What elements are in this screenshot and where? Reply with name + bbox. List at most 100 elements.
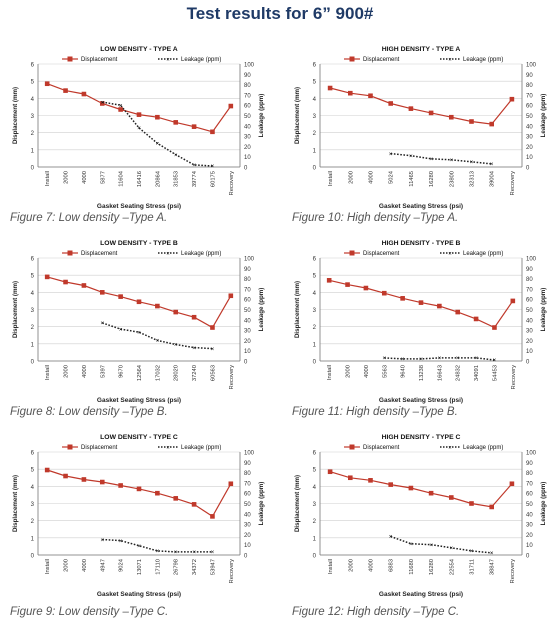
legend-displacement-marker: [349, 56, 355, 62]
y-tick-label: 3: [313, 502, 317, 508]
y-tick-label: 2: [31, 325, 35, 331]
data-point-displacement: [469, 119, 474, 124]
legend-displacement-marker: [67, 444, 73, 450]
chart-title: HIGH DENSITY - TYPE A: [382, 46, 461, 53]
y2-tick-label: 80: [244, 83, 251, 89]
data-point-displacement: [428, 110, 434, 116]
x-axis-title: Gasket Seating Stress (psi): [97, 203, 181, 210]
legend-leakage-label: Leakage (ppm): [181, 445, 221, 451]
x-tick-label: 12564: [137, 364, 143, 381]
y-tick-label: 6: [313, 63, 317, 69]
y-tick-label: 1: [31, 342, 35, 348]
data-point-displacement: [191, 502, 197, 507]
y-tick-label: 6: [31, 451, 35, 457]
x-tick-label: 17110: [155, 559, 161, 575]
data-point-displacement: [191, 124, 197, 129]
y-tick-label: 2: [313, 131, 317, 137]
y2-tick-label: 0: [244, 554, 248, 560]
y-tick-label: 0: [31, 554, 35, 560]
y-tick-label: 3: [313, 308, 317, 314]
data-point-displacement: [99, 290, 105, 295]
data-point-leakage: ×: [490, 161, 494, 168]
data-point-leakage: ×: [155, 141, 159, 148]
data-point-leakage: ×: [493, 357, 497, 364]
x-tick-label: Install: [327, 365, 333, 380]
x-tick-label: 5563: [382, 365, 388, 378]
y2-axis-title: Leakage (ppm): [540, 94, 547, 138]
data-point-displacement: [489, 121, 494, 127]
data-point-displacement: [81, 477, 87, 482]
x-axis-title: Gasket Seating Stress (psi): [97, 591, 181, 598]
data-point-leakage: ×: [409, 541, 413, 548]
x-tick-label: Install: [45, 559, 51, 574]
series-line-leakage: [390, 535, 492, 554]
y2-tick-label: 10: [526, 543, 533, 549]
y2-tick-label: 50: [244, 114, 251, 120]
x-tick-label: 5024: [389, 170, 395, 184]
x-tick-label: 13238: [419, 365, 425, 381]
y2-tick-label: 60: [244, 104, 251, 110]
x-tick-label: 17032: [155, 365, 161, 381]
chart-title: HIGH DENSITY - TYPE B: [382, 240, 461, 247]
data-point-leakage: ×: [100, 537, 104, 544]
caption-figure-12: Figure 12: High density –Type C.: [292, 606, 460, 618]
y2-tick-label: 80: [526, 83, 533, 89]
y-tick-label: 3: [313, 114, 317, 120]
data-point-displacement: [173, 120, 179, 125]
x-tick-label: 22554: [449, 558, 455, 575]
y-tick-label: 1: [313, 342, 317, 348]
y2-tick-label: 10: [244, 543, 251, 549]
caption-figure-8: Figure 8: Low density –Type B.: [10, 406, 168, 418]
y2-tick-label: 100: [244, 63, 255, 69]
data-point-displacement: [63, 279, 68, 285]
data-point-displacement: [118, 483, 123, 488]
y2-tick-label: 70: [244, 287, 251, 293]
x-tick-label: 54453: [492, 365, 498, 381]
y2-tick-label: 20: [526, 339, 533, 345]
data-point-displacement: [428, 490, 434, 496]
data-point-displacement: [345, 282, 350, 287]
data-point-displacement: [489, 504, 494, 510]
caption-figure-9: Figure 9: Low density –Type C.: [10, 606, 169, 618]
y2-tick-label: 50: [244, 308, 251, 314]
data-point-displacement: [437, 303, 442, 309]
x-tick-label: 28020: [174, 365, 180, 381]
y2-tick-label: 60: [526, 298, 533, 304]
data-point-displacement: [327, 469, 333, 475]
data-point-displacement: [44, 274, 50, 280]
y-tick-label: 3: [31, 502, 35, 508]
y2-axis-title: Leakage (ppm): [258, 482, 265, 526]
data-point-leakage: ×: [174, 152, 178, 159]
x-tick-label: 31711: [470, 559, 476, 575]
data-point-displacement: [118, 107, 123, 112]
y2-tick-label: 80: [244, 277, 251, 283]
x-tick-label: 9024: [119, 558, 125, 572]
y2-tick-label: 30: [526, 329, 533, 335]
data-point-leakage: ×: [490, 550, 494, 557]
data-point-leakage: ×: [401, 356, 405, 363]
legend-leakage-marker: ×: [166, 446, 170, 452]
data-point-leakage: ×: [137, 329, 141, 336]
data-point-displacement: [99, 479, 105, 485]
y-tick-label: 5: [313, 274, 317, 280]
x-tick-label: 4000: [364, 365, 370, 378]
data-point-leakage: ×: [192, 549, 196, 556]
legend-displacement-marker: [67, 250, 73, 256]
data-point-displacement: [155, 114, 160, 120]
data-point-displacement: [173, 496, 179, 501]
legend-displacement-label: Displacement: [363, 445, 400, 451]
data-point-leakage: ×: [474, 355, 478, 362]
y2-tick-label: 20: [526, 145, 533, 151]
x-axis-title: Gasket Seating Stress (psi): [379, 397, 463, 404]
legend-displacement-label: Displacement: [81, 251, 118, 257]
chart-title: HIGH DENSITY - TYPE C: [382, 434, 461, 441]
data-point-displacement: [228, 481, 234, 487]
data-point-displacement: [363, 285, 369, 291]
x-tick-label: 20864: [155, 170, 161, 187]
y2-tick-label: 40: [526, 318, 533, 324]
data-point-leakage: ×: [470, 548, 474, 555]
legend-leakage-label: Leakage (ppm): [181, 251, 221, 257]
y2-tick-label: 80: [526, 277, 533, 283]
